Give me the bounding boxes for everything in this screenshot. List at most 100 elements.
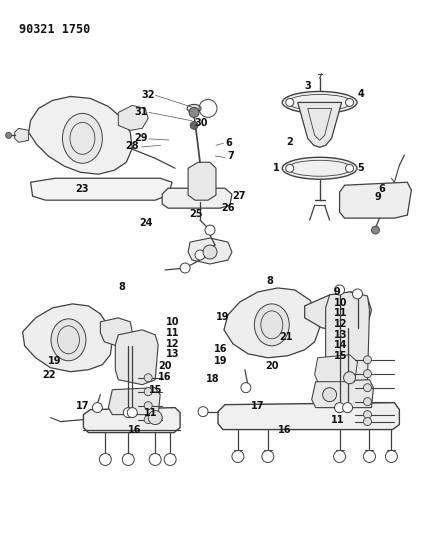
Text: 20: 20 (158, 361, 171, 372)
Circle shape (346, 164, 354, 172)
Text: 26: 26 (222, 203, 235, 213)
Circle shape (144, 402, 152, 410)
Polygon shape (118, 106, 148, 131)
Text: 16: 16 (128, 425, 141, 435)
Text: 15: 15 (149, 385, 162, 395)
Text: 14: 14 (334, 340, 347, 350)
Text: 13: 13 (334, 329, 347, 340)
Circle shape (189, 108, 199, 117)
Circle shape (335, 285, 344, 295)
Circle shape (164, 454, 176, 465)
Circle shape (127, 408, 137, 417)
Circle shape (286, 164, 294, 172)
Circle shape (334, 450, 346, 463)
Circle shape (363, 410, 371, 418)
Circle shape (344, 372, 355, 384)
Ellipse shape (254, 304, 289, 346)
Circle shape (92, 402, 103, 413)
Circle shape (371, 226, 379, 234)
Text: 7: 7 (227, 151, 234, 161)
Circle shape (122, 454, 134, 465)
Circle shape (363, 370, 371, 378)
Text: 1: 1 (273, 163, 279, 173)
Text: 11: 11 (331, 415, 344, 425)
Polygon shape (305, 292, 371, 332)
Text: 30: 30 (194, 118, 208, 128)
Circle shape (363, 450, 376, 463)
Circle shape (5, 132, 12, 139)
Polygon shape (312, 379, 373, 408)
Text: 28: 28 (125, 141, 139, 151)
Ellipse shape (187, 104, 201, 112)
Circle shape (385, 450, 398, 463)
Text: 8: 8 (118, 282, 125, 292)
Circle shape (99, 454, 111, 465)
Ellipse shape (282, 157, 357, 179)
Circle shape (144, 387, 152, 395)
Text: 16: 16 (277, 425, 291, 435)
Text: 27: 27 (232, 191, 246, 201)
Text: 11: 11 (165, 328, 179, 338)
Circle shape (198, 407, 208, 417)
Text: 6: 6 (379, 184, 385, 195)
Text: 5: 5 (357, 163, 364, 173)
Circle shape (203, 245, 217, 259)
Text: 21: 21 (279, 332, 292, 342)
Text: 90321 1750: 90321 1750 (19, 22, 90, 36)
Text: 24: 24 (140, 218, 153, 228)
Text: 16: 16 (214, 344, 228, 354)
Text: 18: 18 (206, 374, 219, 384)
Text: 17: 17 (252, 401, 265, 411)
Text: 31: 31 (135, 107, 148, 117)
Polygon shape (224, 288, 319, 358)
Circle shape (149, 454, 161, 465)
Circle shape (123, 408, 133, 417)
Text: 12: 12 (165, 338, 179, 349)
Circle shape (195, 250, 205, 260)
Text: 13: 13 (165, 349, 179, 359)
Polygon shape (218, 402, 399, 430)
Text: 32: 32 (141, 90, 154, 100)
Text: 19: 19 (216, 312, 230, 322)
Circle shape (241, 383, 251, 393)
Text: 29: 29 (134, 133, 147, 143)
Text: 4: 4 (357, 89, 364, 99)
Text: 10: 10 (165, 317, 179, 327)
Text: 2: 2 (286, 136, 293, 147)
Polygon shape (108, 387, 160, 415)
Text: 3: 3 (304, 81, 311, 91)
Text: 19: 19 (48, 356, 62, 366)
Text: 10: 10 (334, 297, 347, 308)
Circle shape (286, 99, 294, 107)
Text: 19: 19 (214, 356, 228, 366)
Text: 23: 23 (76, 184, 89, 195)
Text: 20: 20 (265, 361, 279, 372)
Text: 9: 9 (374, 192, 381, 203)
Circle shape (363, 398, 371, 406)
Polygon shape (15, 128, 29, 142)
Text: 16: 16 (158, 372, 171, 382)
Polygon shape (326, 292, 370, 385)
Circle shape (363, 384, 371, 392)
Circle shape (363, 356, 371, 364)
Text: 6: 6 (225, 138, 232, 148)
Text: 8: 8 (266, 277, 273, 286)
Text: 25: 25 (189, 209, 203, 220)
Circle shape (363, 417, 371, 425)
Circle shape (335, 402, 344, 413)
Circle shape (190, 122, 198, 130)
Circle shape (323, 387, 337, 402)
Circle shape (144, 416, 152, 424)
Text: 9: 9 (334, 287, 341, 297)
Polygon shape (188, 162, 216, 200)
Circle shape (343, 402, 352, 413)
Circle shape (232, 450, 244, 463)
Polygon shape (31, 178, 172, 200)
Polygon shape (188, 238, 232, 264)
Circle shape (180, 263, 190, 273)
Polygon shape (162, 188, 232, 208)
Circle shape (144, 374, 152, 382)
Ellipse shape (282, 92, 357, 114)
Text: 22: 22 (42, 370, 55, 381)
Circle shape (148, 410, 162, 425)
